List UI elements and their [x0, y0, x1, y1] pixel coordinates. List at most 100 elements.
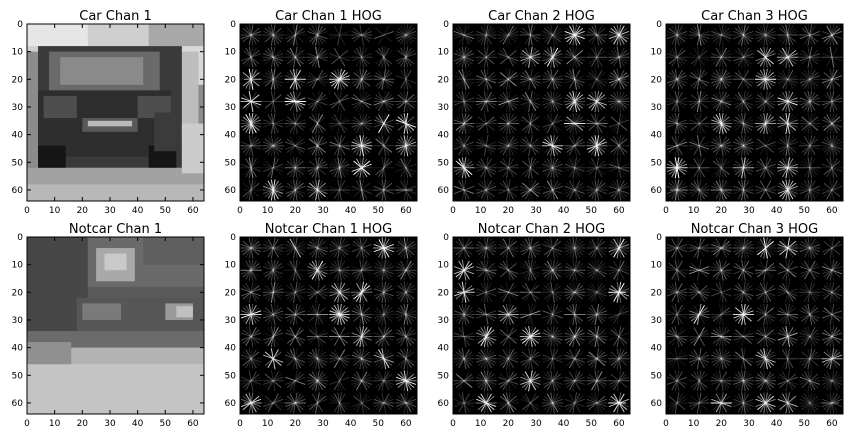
x-tick-label: 0 [663, 419, 669, 429]
x-tick-label: 30 [530, 206, 542, 216]
y-tick-label: 30 [225, 103, 237, 113]
y-tick-label: 20 [12, 288, 24, 298]
panel-car-chan-2-hog: Car Chan 2 HOG0 10 20 30 40 50 600102030405060 [438, 9, 630, 216]
y-tick-label: 50 [438, 158, 450, 168]
y-tick-label: 50 [651, 158, 663, 168]
y-tick-label: 30 [438, 103, 450, 113]
y-tick-label: 10 [225, 48, 237, 58]
panel-car-chan-3-hog: Car Chan 3 HOG0 10 20 30 40 50 600102030405060 [651, 9, 843, 216]
hog-image [666, 237, 843, 414]
x-tick-label: 50 [586, 419, 598, 429]
grayscale-image [27, 237, 204, 414]
y-tick-label: 50 [225, 158, 237, 168]
hog-image [240, 24, 417, 201]
y-tick-label: 20 [651, 75, 663, 85]
y-tick-label: 0 [443, 20, 449, 30]
hog-image [453, 237, 630, 414]
y-tick-label: 0 [230, 20, 236, 30]
y-tick-label: 60 [12, 399, 24, 409]
y-tick-label: 60 [438, 399, 450, 409]
x-tick-label: 10 [475, 419, 487, 429]
y-tick-label: 10 [651, 48, 663, 58]
y-tick-label: 30 [438, 316, 450, 326]
x-tick-label: 30 [530, 419, 542, 429]
y-tick-label: 40 [438, 344, 450, 354]
y-tick-label: 50 [225, 371, 237, 381]
x-tick-label: 40 [558, 206, 570, 216]
x-tick-label: 60 [187, 206, 199, 216]
x-tick-label: 60 [826, 419, 838, 429]
x-tick-label: 10 [49, 206, 61, 216]
x-tick-label: 0 [450, 419, 456, 429]
x-tick-label: 10 [262, 419, 274, 429]
y-tick-label: 10 [651, 261, 663, 271]
x-tick-label: 0 [237, 206, 243, 216]
y-tick-label: 60 [651, 399, 663, 409]
y-tick-label: 0 [17, 20, 23, 30]
x-tick-label: 20 [77, 206, 89, 216]
x-tick-label: 30 [317, 206, 329, 216]
y-tick-label: 40 [651, 131, 663, 141]
x-tick-label: 60 [400, 206, 412, 216]
x-tick-label: 30 [743, 419, 755, 429]
y-tick-label: 30 [12, 103, 24, 113]
x-tick-label: 0 [663, 206, 669, 216]
y-tick-label: 40 [651, 344, 663, 354]
y-tick-label: 10 [12, 48, 24, 58]
x-tick-label: 50 [373, 206, 385, 216]
x-tick-label: 10 [688, 206, 700, 216]
y-tick-label: 10 [438, 261, 450, 271]
panel-title: Car Chan 1 [79, 9, 151, 24]
y-tick-label: 60 [438, 186, 450, 196]
y-tick-label: 20 [438, 288, 450, 298]
x-tick-label: 20 [503, 206, 515, 216]
y-tick-label: 50 [12, 371, 24, 381]
x-tick-label: 30 [317, 419, 329, 429]
x-tick-label: 0 [24, 206, 30, 216]
x-tick-label: 50 [586, 206, 598, 216]
hog-image [666, 24, 843, 201]
panel-title: Notcar Chan 1 HOG [265, 222, 393, 237]
x-tick-label: 20 [77, 419, 89, 429]
panel-title: Notcar Chan 2 HOG [478, 222, 606, 237]
y-tick-label: 40 [12, 131, 24, 141]
x-tick-label: 30 [104, 206, 116, 216]
x-tick-label: 10 [262, 206, 274, 216]
panel-car-chan-1: Car Chan 10 10 20 30 40 50 600102030405060 [12, 9, 204, 216]
y-tick-label: 30 [225, 316, 237, 326]
y-tick-label: 20 [651, 288, 663, 298]
x-tick-label: 50 [799, 419, 811, 429]
x-tick-label: 60 [613, 419, 625, 429]
y-tick-label: 10 [225, 261, 237, 271]
panel-title: Car Chan 2 HOG [488, 9, 595, 24]
x-tick-label: 20 [290, 206, 302, 216]
grayscale-image [27, 24, 204, 201]
y-tick-label: 60 [12, 186, 24, 196]
x-tick-label: 60 [826, 206, 838, 216]
x-tick-label: 10 [688, 419, 700, 429]
x-tick-label: 50 [160, 419, 172, 429]
x-tick-label: 40 [771, 206, 783, 216]
x-tick-label: 40 [771, 419, 783, 429]
y-tick-label: 40 [438, 131, 450, 141]
y-tick-label: 20 [225, 75, 237, 85]
panel-title: Car Chan 3 HOG [701, 9, 808, 24]
y-tick-label: 50 [12, 158, 24, 168]
panel-title: Notcar Chan 3 HOG [691, 222, 819, 237]
y-tick-label: 0 [443, 233, 449, 243]
x-tick-label: 0 [24, 419, 30, 429]
x-tick-label: 10 [49, 419, 61, 429]
panel-title: Car Chan 1 HOG [275, 9, 382, 24]
y-tick-label: 10 [12, 261, 24, 271]
x-tick-label: 40 [345, 206, 357, 216]
x-tick-label: 20 [290, 419, 302, 429]
y-tick-label: 60 [651, 186, 663, 196]
x-tick-label: 50 [160, 206, 172, 216]
x-tick-label: 40 [132, 206, 144, 216]
